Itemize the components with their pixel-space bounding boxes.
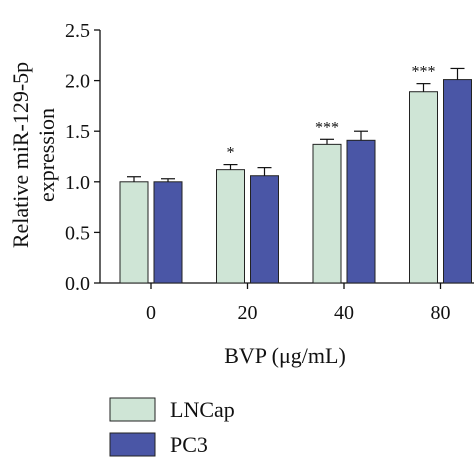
x-axis-title: BVP (μg/mL) [224,343,346,368]
y-tick-label: 0.5 [65,222,90,244]
y-tick-label: 1.0 [65,172,90,194]
legend-swatch-lncap [109,397,156,422]
y-axis-title-line-2: expression [34,108,59,202]
x-tick-label: 20 [238,302,258,324]
legend-label-pc3: PC3 [170,432,208,457]
y-axis-title-line-1: Relative miR-129-5p [8,62,33,248]
bar-lncap-80 [409,91,438,284]
significance-marker: *** [412,64,436,81]
y-axis: 0.0 0.5 1.0 1.5 2.0 2.5 [65,20,101,295]
y-tick-label: 0.0 [65,273,90,295]
bar-lncap-0 [119,181,149,284]
bar-lncap-40 [312,143,342,284]
legend-swatch-pc3 [109,432,156,457]
bars: ******* [119,64,472,284]
bar-pc3-0 [153,181,183,284]
legend: LNCap PC3 [109,397,235,457]
x-axis: 0 20 40 80 [100,282,474,324]
bar-lncap-20 [216,169,245,284]
bar-pc3-20 [250,175,279,284]
x-tick-label: 40 [334,302,354,324]
significance-marker: * [227,145,235,162]
y-axis-title: Relative miR-129-5p expression [8,62,59,248]
significance-marker: *** [315,119,339,136]
x-tick-label: 0 [146,302,156,324]
y-tick-label: 1.5 [65,121,90,143]
bar-pc3-40 [346,139,376,284]
y-tick-label: 2.0 [65,71,90,93]
y-tick-label: 2.5 [65,20,90,42]
bar-pc3-80 [443,79,472,284]
legend-label-lncap: LNCap [170,397,235,422]
x-tick-label: 80 [431,302,451,324]
